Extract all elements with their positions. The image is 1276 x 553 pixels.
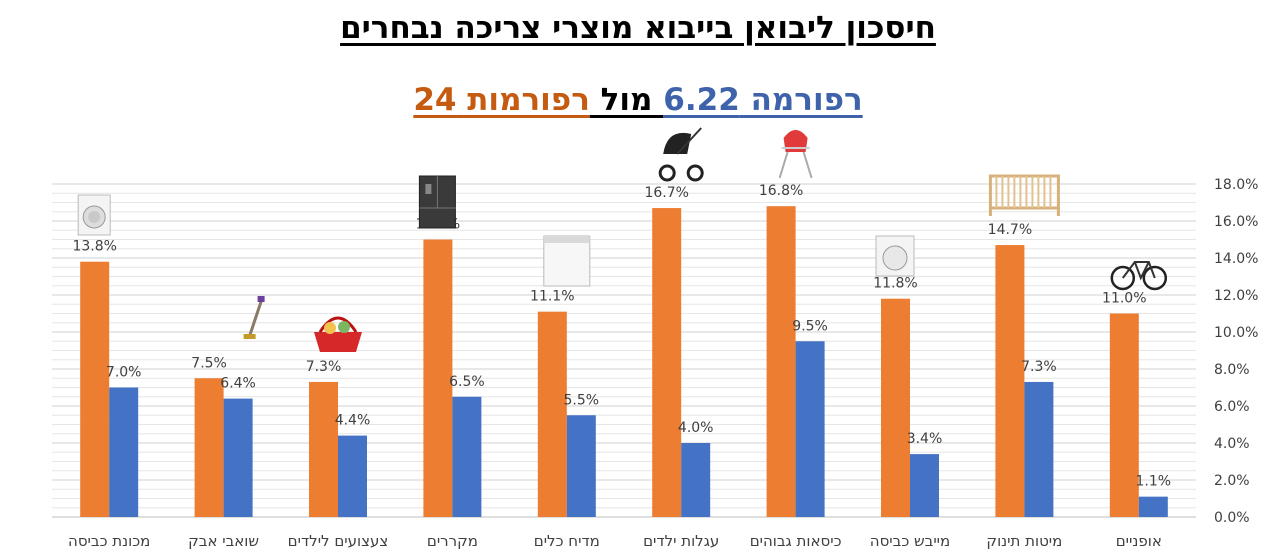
data-label-orange: 16.8% bbox=[759, 183, 803, 199]
category-label: צעצועים לילדים bbox=[288, 532, 389, 550]
bar-blue bbox=[910, 454, 939, 517]
y-tick-label: 4.0% bbox=[1214, 436, 1250, 452]
data-label-blue: 6.5% bbox=[449, 374, 485, 390]
bar-blue bbox=[452, 396, 482, 517]
bar-blue bbox=[1138, 496, 1168, 517]
y-tick-label: 6.0% bbox=[1214, 399, 1250, 415]
data-label-orange: 14.7% bbox=[988, 222, 1032, 238]
category-label: עגלות ילדים bbox=[643, 532, 719, 550]
bar-orange bbox=[881, 298, 910, 517]
subtitle-part-reform-24: רפורמות 24 bbox=[413, 82, 590, 118]
data-label-blue: 9.5% bbox=[792, 318, 828, 334]
refrigerator-icon bbox=[418, 175, 456, 229]
bar-blue bbox=[223, 398, 253, 517]
y-tick-label: 16.0% bbox=[1214, 214, 1258, 230]
subtitle-part-reform-622: רפורמה 6.22 bbox=[663, 82, 863, 118]
crib-icon bbox=[988, 174, 1060, 216]
data-label-blue: 4.0% bbox=[678, 420, 714, 436]
category-label: מכונת כביסה bbox=[68, 532, 150, 550]
data-label-orange: 11.8% bbox=[873, 276, 917, 292]
bar-orange bbox=[1109, 313, 1139, 517]
stroller-icon bbox=[658, 127, 704, 182]
bar-blue bbox=[566, 415, 596, 517]
high-chair-icon bbox=[778, 130, 813, 179]
data-label-blue: 1.1% bbox=[1136, 474, 1172, 490]
bar-blue bbox=[681, 443, 711, 517]
y-tick-label: 2.0% bbox=[1214, 473, 1250, 489]
y-tick-label: 8.0% bbox=[1214, 362, 1250, 378]
bar-orange bbox=[995, 245, 1025, 518]
category-label: מיטות תינוק bbox=[986, 532, 1062, 550]
data-label-orange: 13.8% bbox=[72, 239, 116, 255]
data-label-orange: 11.0% bbox=[1102, 291, 1146, 307]
data-label-orange: 11.1% bbox=[530, 289, 574, 305]
data-label-orange: 7.3% bbox=[306, 359, 342, 375]
bar-blue bbox=[109, 387, 139, 517]
category-label: מדיח כלים bbox=[534, 532, 600, 550]
category-label: מקררים bbox=[427, 532, 478, 550]
bar-orange bbox=[766, 206, 796, 517]
category-label: מייבש כביסה bbox=[870, 532, 950, 550]
bar-orange bbox=[423, 239, 453, 517]
bicycle-icon bbox=[1110, 261, 1168, 291]
dryer-icon bbox=[875, 235, 915, 277]
chart-subtitle: רפורמה 6.22 מול רפורמות 24 bbox=[0, 82, 1276, 118]
data-label-orange: 16.7% bbox=[644, 185, 688, 201]
category-label: שואבי אבק bbox=[188, 532, 259, 550]
y-tick-label: 10.0% bbox=[1214, 325, 1258, 341]
data-label-blue: 7.0% bbox=[106, 365, 142, 381]
vacuum-cleaner-icon bbox=[243, 296, 265, 339]
data-label-orange: 7.5% bbox=[191, 355, 227, 371]
data-label-blue: 7.3% bbox=[1021, 359, 1057, 375]
chart-title-text: חיסכון ליבואן בייבוא מוצרי צריכה נבחרים bbox=[340, 10, 936, 46]
data-label-blue: 3.4% bbox=[907, 431, 943, 447]
dishwasher-icon bbox=[543, 235, 591, 287]
category-label: אופניים bbox=[1116, 532, 1162, 550]
y-tick-label: 14.0% bbox=[1214, 251, 1258, 267]
data-label-blue: 5.5% bbox=[564, 392, 600, 408]
bar-orange bbox=[80, 261, 110, 517]
subtitle-part-versus: מול bbox=[589, 82, 664, 118]
bar-orange bbox=[652, 208, 682, 518]
bar-orange bbox=[537, 311, 567, 517]
bar-blue bbox=[795, 341, 825, 517]
data-label-blue: 6.4% bbox=[220, 376, 256, 392]
toy-basket-icon bbox=[314, 316, 362, 352]
y-tick-label: 18.0% bbox=[1214, 177, 1258, 193]
chart-title: חיסכון ליבואן בייבוא מוצרי צריכה נבחרים bbox=[0, 10, 1276, 46]
washing-machine-icon bbox=[77, 194, 111, 236]
data-label-blue: 4.4% bbox=[335, 413, 371, 429]
bar-orange bbox=[309, 381, 338, 517]
y-tick-label: 0.0% bbox=[1214, 510, 1250, 526]
bar-blue bbox=[1024, 381, 1054, 517]
y-tick-label: 12.0% bbox=[1214, 288, 1258, 304]
category-label: כיסאות גבוהים bbox=[750, 532, 842, 550]
bar-orange bbox=[194, 378, 224, 517]
bar-blue bbox=[338, 435, 367, 517]
